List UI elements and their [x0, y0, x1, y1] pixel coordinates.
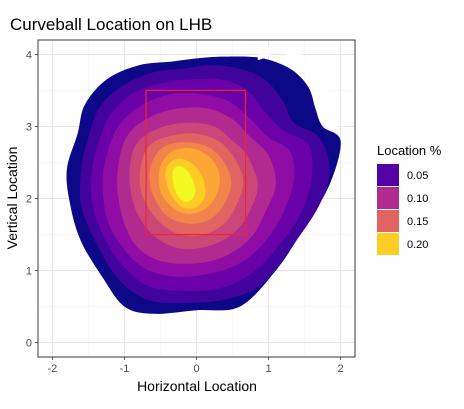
legend-swatch — [377, 164, 399, 186]
legend-swatch — [377, 233, 399, 255]
axis-ticks: -2 -1 0 1 2 0 1 2 3 4 — [26, 49, 344, 375]
y-tick-label: 4 — [26, 49, 32, 61]
y-tick-label: 3 — [26, 121, 32, 133]
strike-zone — [145, 89, 247, 236]
x-tick-label: 0 — [193, 363, 199, 375]
contour-gap — [286, 50, 327, 95]
legend-label: 0.10 — [407, 193, 428, 205]
x-axis-title: Horizontal Location — [137, 378, 257, 394]
legend-swatch — [377, 187, 399, 209]
contour-level-0.22 — [172, 165, 196, 202]
contour-gap — [257, 44, 273, 60]
strike-zone-box — [145, 89, 247, 236]
legend-title: Location % — [377, 143, 442, 158]
x-tick-label: -2 — [48, 363, 58, 375]
legend-label: 0.05 — [407, 170, 428, 182]
legend-label: 0.20 — [407, 239, 428, 251]
y-tick-label: 2 — [26, 194, 32, 206]
x-tick-label: 2 — [338, 363, 344, 375]
legend: Location % 0.05 0.10 0.15 0.20 — [377, 143, 442, 255]
y-tick-label: 0 — [26, 338, 32, 350]
y-tick-label: 1 — [26, 266, 32, 278]
y-axis-title: Vertical Location — [4, 147, 20, 250]
legend-items: 0.05 0.10 0.15 0.20 — [377, 164, 428, 255]
legend-swatch — [377, 210, 399, 232]
contour-gap — [318, 106, 338, 131]
x-tick-label: -1 — [120, 363, 130, 375]
x-tick-label: 1 — [265, 363, 271, 375]
legend-label: 0.15 — [407, 216, 428, 228]
chart-title: Curveball Location on LHB — [10, 15, 212, 34]
